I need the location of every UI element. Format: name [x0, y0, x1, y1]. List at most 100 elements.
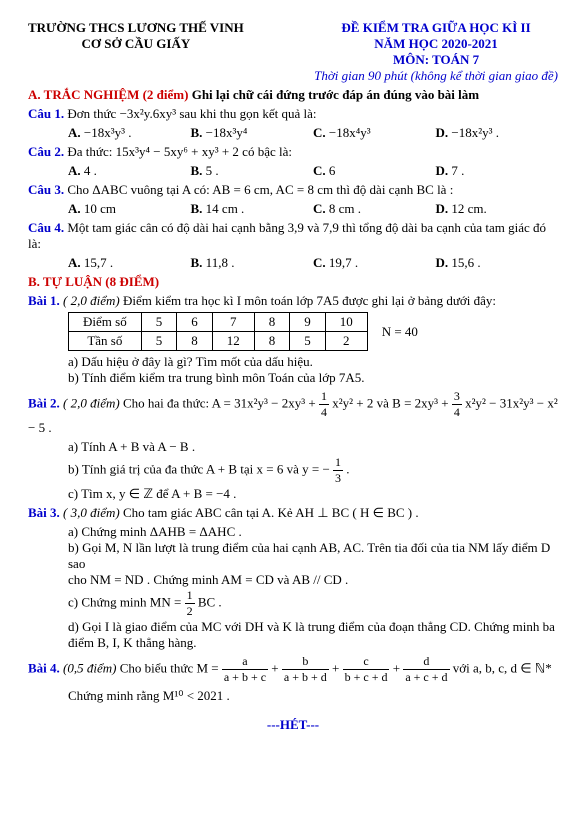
table-n: N = 40 — [367, 313, 432, 351]
q1-c: C. −18x⁴y³ — [313, 125, 436, 141]
q2-label: Câu 2. — [28, 144, 64, 159]
b4-text-post: với a, b, c, d ∈ ℕ* — [453, 660, 552, 675]
problem-1: Bài 1. ( 2,0 điểm) Điểm kiểm tra học kì … — [28, 293, 558, 309]
exam-year: NĂM HỌC 2020-2021 — [314, 36, 558, 52]
school-name: TRƯỜNG THCS LƯƠNG THẾ VINH — [28, 20, 244, 36]
b4-label: Bài 4. — [28, 660, 60, 675]
q2-c: C. 6 — [313, 163, 436, 179]
q3-d: D. 12 cm. — [436, 201, 559, 217]
problem-3: Bài 3. ( 3,0 điểm) Cho tam giác ABC cân … — [28, 505, 558, 521]
fraction-icon: aa + b + c — [222, 654, 268, 685]
q4-d: D. 15,6 . — [436, 255, 559, 271]
problem-4: Bài 4. (0,5 điểm) Cho biểu thức M = aa +… — [28, 654, 558, 685]
b2-b: b) Tính giá trị của đa thức A + B tại x … — [68, 455, 558, 486]
q4-b: B. 11,8 . — [191, 255, 314, 271]
q1-d: D. −18x²y³ . — [436, 125, 559, 141]
b3-b1: b) Gọi M, N lần lượt là trung điểm của h… — [68, 540, 558, 572]
q3-b: B. 14 cm . — [191, 201, 314, 217]
q2-a: A. 4 . — [68, 163, 191, 179]
q4-text: Một tam giác cân có độ dài hai cạnh bằng… — [28, 220, 546, 251]
b3-a: a) Chứng minh ΔAHB = ΔAHC . — [68, 524, 558, 540]
b2-pts: ( 2,0 điểm) — [63, 395, 120, 410]
end-marker: ---HÉT--- — [28, 717, 558, 733]
question-3: Câu 3. Cho ΔABC vuông tại A có: AB = 6 c… — [28, 182, 558, 198]
school-sub: CƠ SỞ CẦU GIẤY — [28, 36, 244, 52]
b4-proof: Chứng minh rằng M¹⁰ < 2021 . — [68, 688, 558, 704]
b2-text-pre: Cho hai đa thức: A = 31x²y³ − 2xy³ + — [123, 395, 319, 410]
school-block: TRƯỜNG THCS LƯƠNG THẾ VINH CƠ SỞ CẦU GIẤ… — [28, 20, 244, 84]
b3-text: Cho tam giác ABC cân tại A. Kẻ AH ⊥ BC (… — [123, 505, 419, 520]
q4-label: Câu 4. — [28, 220, 64, 235]
question-4: Câu 4. Một tam giác cân có độ dài hai cạ… — [28, 220, 558, 252]
section-a-text: Ghi lại chữ cái đứng trước đáp án đúng v… — [192, 87, 479, 102]
table-col: 6 — [177, 313, 213, 332]
b4-pts: (0,5 điểm) — [63, 660, 116, 675]
q2-d: D. 7 . — [436, 163, 559, 179]
table-val: 2 — [325, 332, 367, 351]
b1-a: a) Dấu hiệu ở đây là gì? Tìm mốt của dấu… — [68, 354, 558, 370]
question-1: Câu 1. Đơn thức −3x²y.6xy³ sau khi thu g… — [28, 106, 558, 122]
section-a: A. TRẮC NGHIỆM (2 điểm) Ghi lại chữ cái … — [28, 87, 558, 103]
q2-b: B. 5 . — [191, 163, 314, 179]
table-col: 8 — [254, 313, 290, 332]
fraction-icon: 12 — [185, 588, 195, 619]
q1-text: Đơn thức −3x²y.6xy³ sau khi thu gọn kết … — [67, 106, 316, 121]
score-table: Điểm số 5 6 7 8 9 10 N = 40 Tần số 5 8 1… — [68, 312, 432, 351]
table-val: 8 — [254, 332, 290, 351]
table-col: 7 — [212, 313, 254, 332]
q1-label: Câu 1. — [28, 106, 64, 121]
q3-text: Cho ΔABC vuông tại A có: AB = 6 cm, AC =… — [67, 182, 453, 197]
b3-d2: điểm B, I, K thẳng hàng. — [68, 635, 558, 651]
exam-subject: MÔN: TOÁN 7 — [314, 52, 558, 68]
section-a-label: A. TRẮC NGHIỆM (2 điểm) — [28, 87, 188, 102]
q1-b: B. −18x³y⁴ — [191, 125, 314, 141]
q1-a: A. −18x³y³ . — [68, 125, 191, 141]
q2-options: A. 4 . B. 5 . C. 6 D. 7 . — [68, 163, 558, 179]
q3-a: A. 10 cm — [68, 201, 191, 217]
section-b: B. TỰ LUẬN (8 ĐIỂM) — [28, 274, 558, 290]
b1-pts: ( 2,0 điểm) — [63, 293, 120, 308]
fraction-icon: 14 — [319, 389, 329, 420]
q1-options: A. −18x³y³ . B. −18x³y⁴ C. −18x⁴y³ D. −1… — [68, 125, 558, 141]
b3-b2: cho NM = ND . Chứng minh AM = CD và AB /… — [68, 572, 558, 588]
table-col: 5 — [141, 313, 177, 332]
b1-text: Điểm kiểm tra học kì I môn toán lớp 7A5 … — [123, 293, 496, 308]
q4-c: C. 19,7 . — [313, 255, 436, 271]
b3-pts: ( 3,0 điểm) — [63, 505, 120, 520]
b1-label: Bài 1. — [28, 293, 60, 308]
fraction-icon: 34 — [452, 389, 462, 420]
fraction-icon: ba + b + d — [282, 654, 329, 685]
table-val: 12 — [212, 332, 254, 351]
b3-d1: d) Gọi I là giao điểm của MC với DH và K… — [68, 619, 558, 635]
problem-2: Bài 2. ( 2,0 điểm) Cho hai đa thức: A = … — [28, 389, 558, 436]
table-head-label: Điểm số — [69, 313, 142, 332]
b1-b: b) Tính điểm kiểm tra trung bình môn Toá… — [68, 370, 558, 386]
b3-c: c) Chứng minh MN = 12 BC . — [68, 588, 558, 619]
table-val: 5 — [141, 332, 177, 351]
q3-options: A. 10 cm B. 14 cm . C. 8 cm . D. 12 cm. — [68, 201, 558, 217]
table-row-label: Tần số — [69, 332, 142, 351]
fraction-icon: 13 — [333, 455, 343, 486]
b2-c: c) Tìm x, y ∈ ℤ để A + B = −4 . — [68, 486, 558, 502]
b2-label: Bài 2. — [28, 395, 60, 410]
table-col: 9 — [290, 313, 326, 332]
fraction-icon: da + c + d — [403, 654, 449, 685]
exam-time: Thời gian 90 phút (không kể thời gian gi… — [314, 68, 558, 84]
exam-title: ĐỀ KIỂM TRA GIỮA HỌC KÌ II — [314, 20, 558, 36]
table-col: 10 — [325, 313, 367, 332]
q4-a: A. 15,7 . — [68, 255, 191, 271]
b4-text-pre: Cho biểu thức M = — [120, 660, 222, 675]
fraction-icon: cb + c + d — [343, 654, 390, 685]
b3-label: Bài 3. — [28, 505, 60, 520]
q4-options: A. 15,7 . B. 11,8 . C. 19,7 . D. 15,6 . — [68, 255, 558, 271]
q2-text: Đa thức: 15x³y⁴ − 5xy⁶ + xy³ + 2 có bậc … — [67, 144, 292, 159]
title-block: ĐỀ KIỂM TRA GIỮA HỌC KÌ II NĂM HỌC 2020-… — [314, 20, 558, 84]
b2-text-mid: x²y² + 2 và B = 2xy³ + — [332, 395, 452, 410]
table-val: 8 — [177, 332, 213, 351]
q3-label: Câu 3. — [28, 182, 64, 197]
table-val: 5 — [290, 332, 326, 351]
q3-c: C. 8 cm . — [313, 201, 436, 217]
question-2: Câu 2. Đa thức: 15x³y⁴ − 5xy⁶ + xy³ + 2 … — [28, 144, 558, 160]
exam-header: TRƯỜNG THCS LƯƠNG THẾ VINH CƠ SỞ CẦU GIẤ… — [28, 20, 558, 84]
b2-a: a) Tính A + B và A − B . — [68, 439, 558, 455]
